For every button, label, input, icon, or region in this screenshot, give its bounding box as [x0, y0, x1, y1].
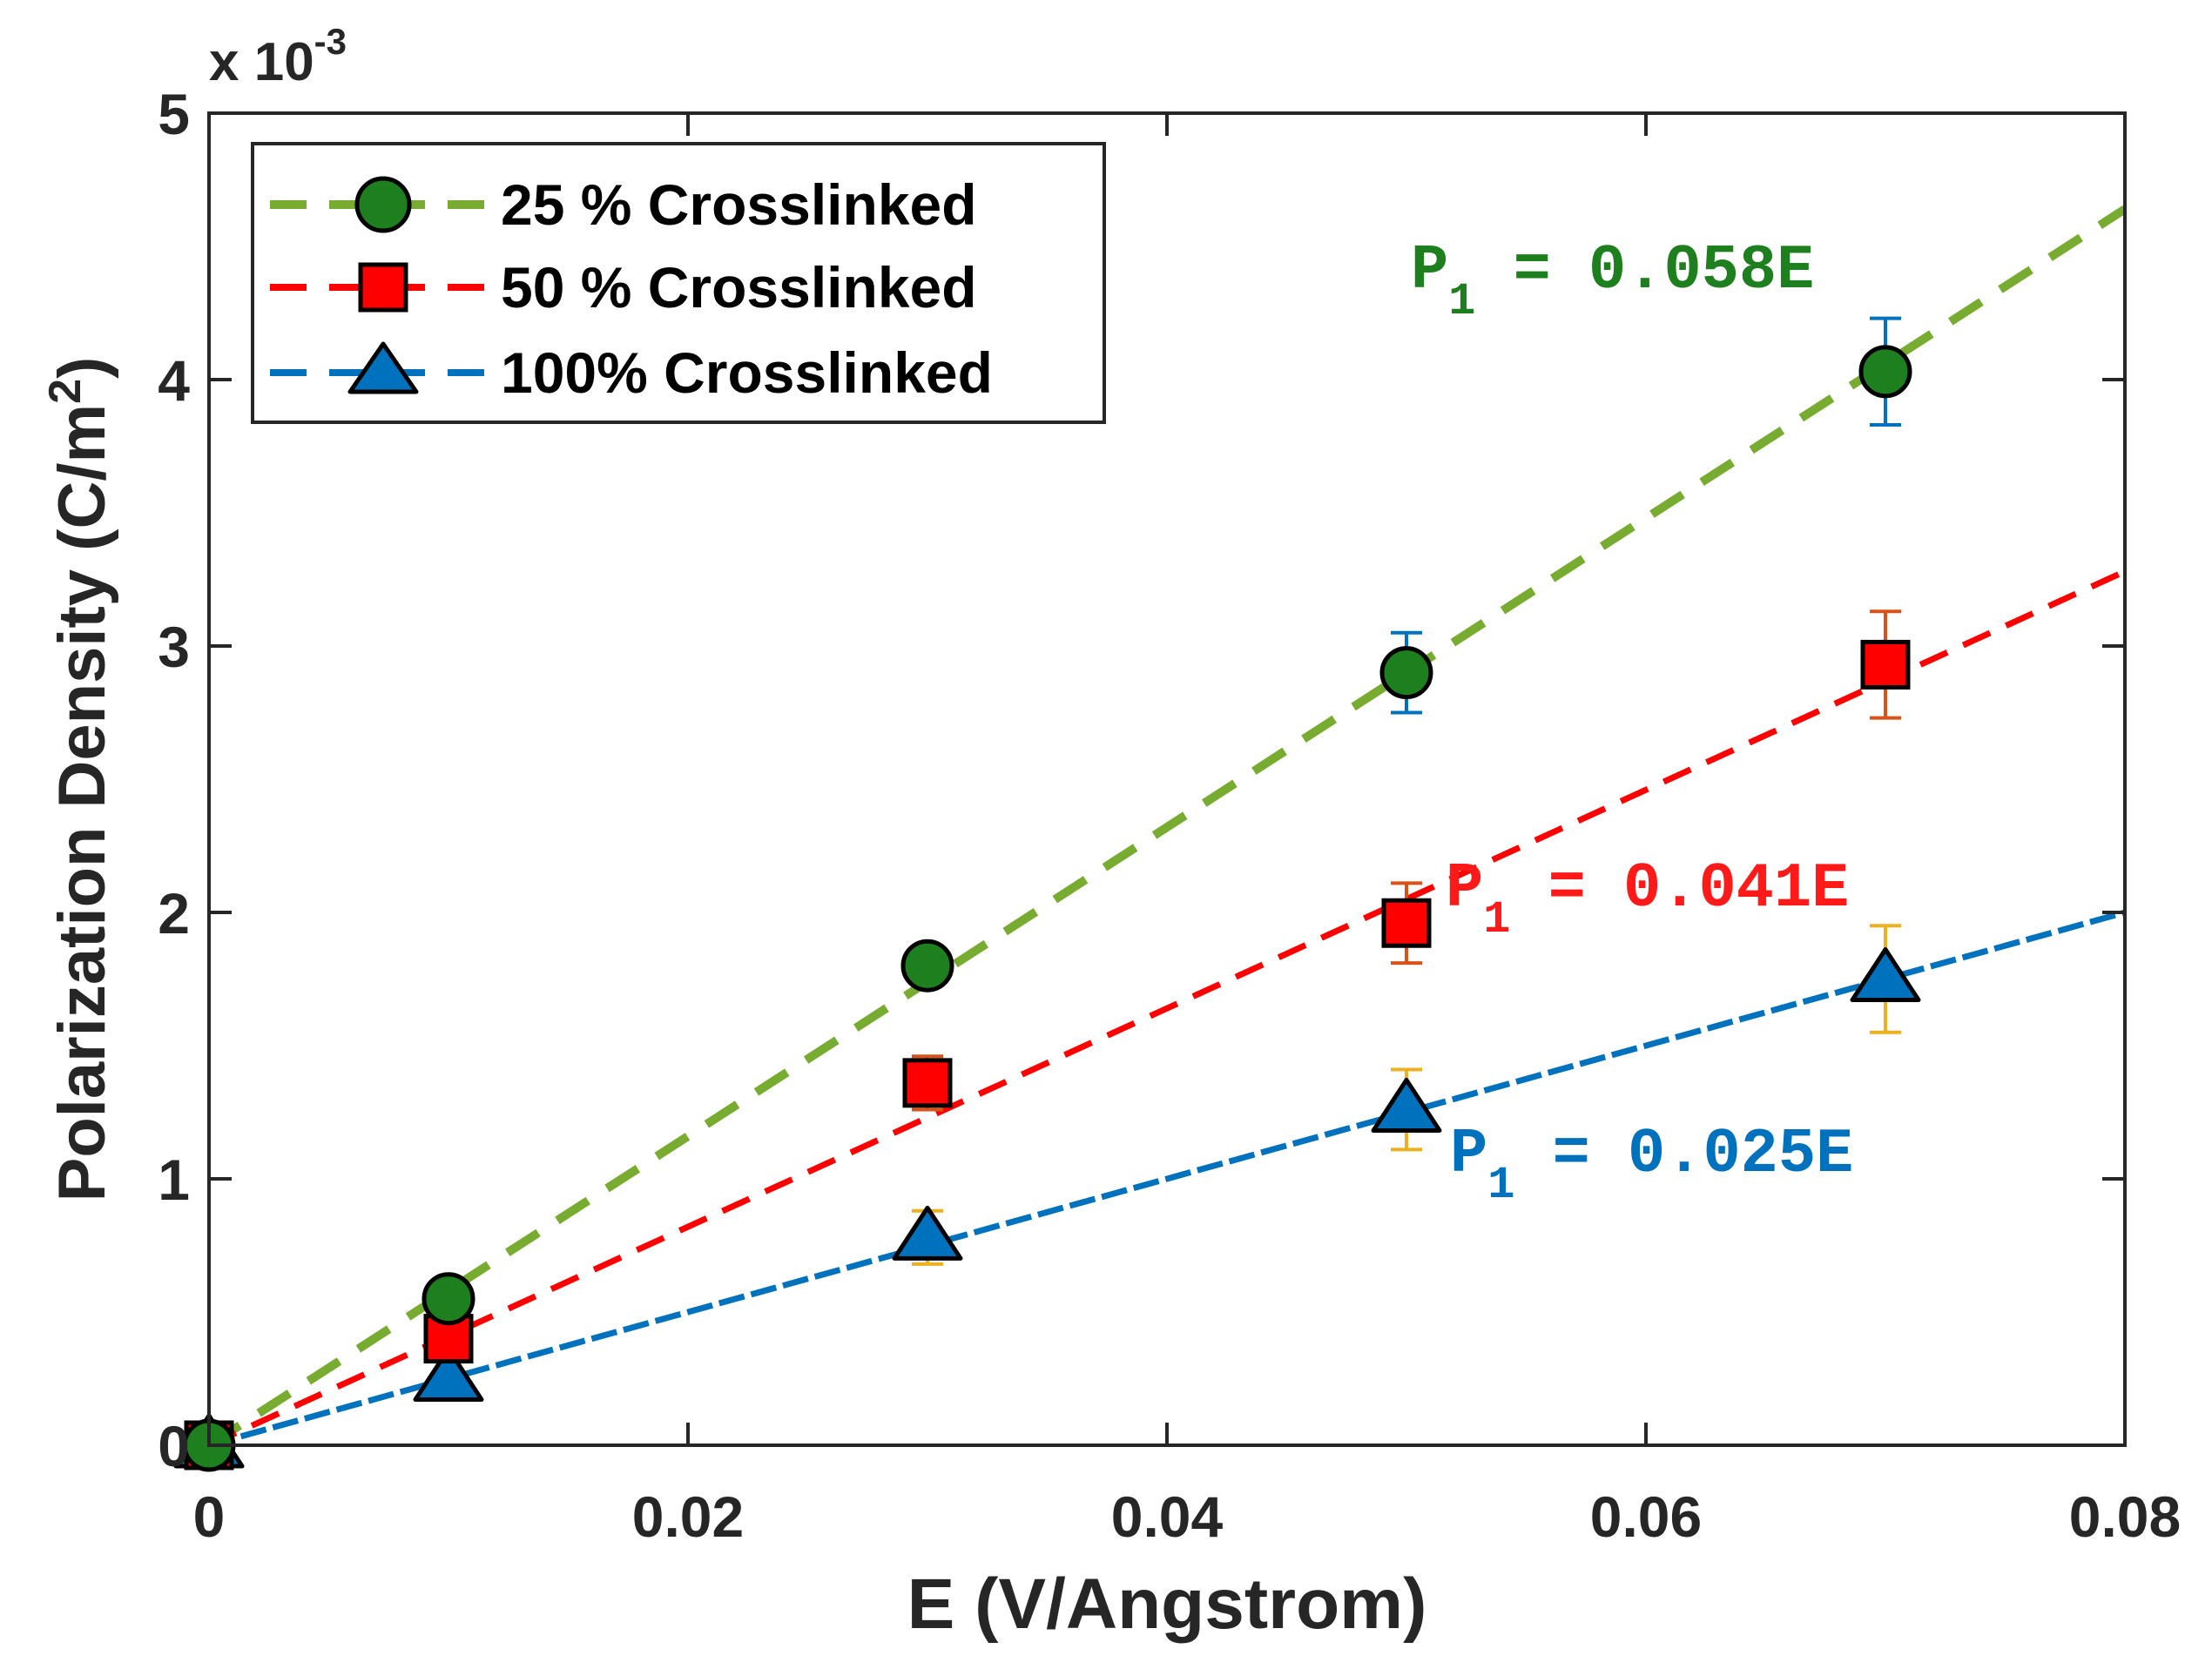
- legend-marker-square: [358, 262, 408, 313]
- fit-label-50-main: P: [1446, 853, 1483, 925]
- y-axis-label-main: Polarization Density (C/m: [45, 404, 119, 1201]
- fit-label-100: P1 = 0.025E: [1450, 1119, 1853, 1211]
- data-point-triangle: [1850, 947, 1921, 1002]
- legend-entry-50: 50 % Crosslinked: [270, 255, 977, 320]
- legend-label-25: 25 % Crosslinked: [501, 172, 977, 237]
- y-axis-label-end: ): [45, 357, 119, 379]
- x-tick-label: 0: [193, 1484, 226, 1549]
- x-tick-label: 0.06: [1590, 1484, 1702, 1549]
- y-multiplier-base: x 10: [209, 32, 314, 92]
- data-point-triangle: [1371, 1077, 1442, 1133]
- y-axis-label-sup: 2: [40, 379, 91, 404]
- y-tick-label: 5: [158, 82, 190, 146]
- y-tick-label: 4: [158, 348, 190, 413]
- y-tick-label: 2: [158, 881, 190, 946]
- data-point-triangle: [892, 1205, 963, 1261]
- fit-line-0: [206, 205, 2128, 1450]
- legend-marker-circle: [354, 176, 412, 233]
- legend-label-100: 100% Crosslinked: [501, 340, 993, 405]
- fit-label-25-rest: = 0.058E: [1475, 235, 1814, 306]
- data-point-circle: [900, 939, 954, 993]
- fit-label-25-sub: 1: [1448, 276, 1475, 327]
- data-point-square: [1381, 898, 1432, 948]
- fit-label-25-main: P: [1411, 235, 1448, 306]
- data-point-circle: [421, 1272, 475, 1326]
- data-point-circle: [1858, 345, 1912, 399]
- fit-label-25: P1 = 0.058E: [1411, 235, 1814, 327]
- fit-label-50-sub: 1: [1483, 894, 1510, 946]
- legend-label-50: 50 % Crosslinked: [501, 255, 977, 320]
- fit-label-100-main: P: [1450, 1119, 1487, 1190]
- data-point-square: [1860, 639, 1911, 690]
- data-point-triangle: [413, 1347, 484, 1402]
- x-tick-label: 0.02: [632, 1484, 744, 1549]
- y-tick-label: 3: [158, 615, 190, 679]
- x-tick-label: 0.08: [2069, 1484, 2181, 1549]
- fit-line-1: [207, 569, 2127, 1449]
- x-axis-label: E (V/Angstrom): [907, 1565, 1427, 1644]
- legend: 25 % Crosslinked 50 % Crosslinked 100% C…: [251, 142, 1106, 424]
- fit-label-100-sub: 1: [1487, 1160, 1514, 1211]
- legend-entry-100: 100% Crosslinked: [270, 340, 993, 405]
- fit-line-2: [208, 909, 2126, 1449]
- axis-ticks: 0 0.02 0.04 0.06 0.08 0 1 2 3 4 5: [158, 82, 2181, 1549]
- fit-label-100-rest: = 0.025E: [1514, 1119, 1853, 1190]
- plot-marks: [173, 205, 2128, 1472]
- y-tick-label: 1: [158, 1147, 190, 1212]
- fit-label-50-rest: = 0.041E: [1510, 853, 1849, 925]
- y-tick-label: 0: [158, 1414, 190, 1478]
- fit-label-50: P1 = 0.041E: [1446, 853, 1849, 946]
- y-multiplier: x 10-3: [209, 21, 347, 92]
- y-multiplier-exp: -3: [314, 21, 347, 62]
- y-axis-label: Polarization Density (C/m2): [40, 357, 119, 1202]
- data-point-circle: [1379, 646, 1433, 700]
- x-tick-label: 0.04: [1111, 1484, 1224, 1549]
- legend-entry-25: 25 % Crosslinked: [270, 172, 977, 237]
- data-point-square: [902, 1058, 953, 1108]
- legend-marker-triangle: [347, 341, 419, 394]
